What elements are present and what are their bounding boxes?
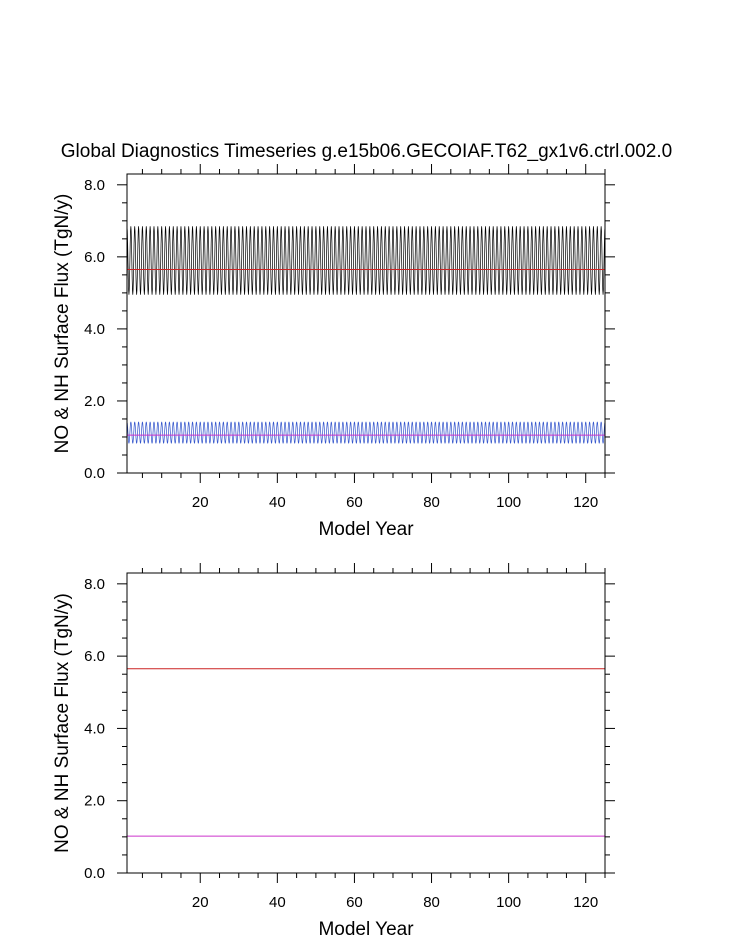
- x-tick-label: 80: [423, 894, 440, 911]
- y-tick-label: 6.0: [84, 249, 105, 266]
- y-tick-label: 0.0: [84, 465, 105, 482]
- x-axis-title: Model Year: [318, 519, 414, 540]
- series-group: [127, 668, 605, 837]
- y-tick-label: 8.0: [84, 576, 105, 593]
- y-tick-label: 4.0: [84, 321, 105, 338]
- plot-frame: [126, 572, 606, 874]
- series-line-1: [127, 226, 605, 295]
- chart-panel-1: 20 40 60 80 100 120 0.0 2.0 4.0 6.0 8.0 Model Year N…: [52, 164, 615, 540]
- y-tick-label: 6.0: [84, 648, 105, 665]
- x-tick-label: 60: [346, 494, 363, 511]
- x-tick-label: 120: [573, 494, 598, 511]
- y-tick-label: 0.0: [84, 865, 105, 882]
- y-axis-title: NO & NH Surface Flux (TgN/y): [52, 593, 73, 853]
- y-tick-label: 2.0: [84, 393, 105, 410]
- series-group: [127, 226, 605, 444]
- x-axis-title: Model Year: [318, 919, 414, 940]
- y-tick-label: 4.0: [84, 720, 105, 737]
- x-tick-label: 80: [423, 494, 440, 511]
- y-tick-label: 8.0: [84, 177, 105, 194]
- chart-panel-2: 20 40 60 80 100 120 0.0 2.0 4.0 6.0 8.0 Model Year N…: [52, 563, 615, 940]
- x-tick-label: 60: [346, 894, 363, 911]
- plot-frame: [126, 173, 606, 474]
- series-line-2: [127, 421, 605, 444]
- page-title: Global Diagnostics Timeseries g.e15b06.G…: [60, 141, 673, 162]
- x-tick-label: 100: [496, 494, 521, 511]
- x-tick-label: 20: [192, 894, 209, 911]
- y-tick-label: 2.0: [84, 793, 105, 810]
- x-tick-label: 120: [573, 894, 598, 911]
- x-tick-label: 40: [269, 494, 286, 511]
- y-axis-title: NO & NH Surface Flux (TgN/y): [52, 194, 73, 454]
- x-tick-label: 40: [269, 894, 286, 911]
- x-tick-label: 20: [192, 494, 209, 511]
- x-tick-label: 100: [496, 894, 521, 911]
